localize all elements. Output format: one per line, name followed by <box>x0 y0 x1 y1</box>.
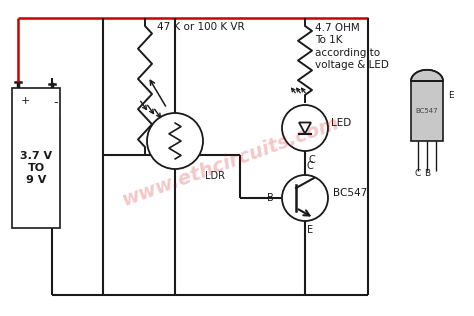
Text: B: B <box>266 193 273 203</box>
Bar <box>12 88 60 228</box>
Bar <box>411 81 443 141</box>
Text: 47 K or 100 K VR: 47 K or 100 K VR <box>157 22 245 32</box>
Text: www.ethcircuits.com: www.ethcircuits.com <box>118 113 341 209</box>
Text: B: B <box>424 169 430 178</box>
Circle shape <box>147 113 203 169</box>
Circle shape <box>282 105 328 151</box>
Text: 4.7 OHM
To 1K
according to
voltage & LED: 4.7 OHM To 1K according to voltage & LED <box>315 23 389 70</box>
Polygon shape <box>411 70 443 81</box>
Text: BC547: BC547 <box>416 108 438 114</box>
Text: LED: LED <box>331 118 351 128</box>
Text: -: - <box>53 96 57 109</box>
Text: C: C <box>307 161 314 171</box>
Text: C: C <box>309 155 316 165</box>
Circle shape <box>282 175 328 221</box>
Text: +: + <box>21 96 30 106</box>
Polygon shape <box>299 123 311 133</box>
Text: C: C <box>415 169 421 178</box>
Text: BC547: BC547 <box>333 188 367 198</box>
Text: 3.7 V
TO
9 V: 3.7 V TO 9 V <box>20 151 52 185</box>
Text: E: E <box>448 92 454 100</box>
Text: E: E <box>307 225 313 235</box>
Text: LDR: LDR <box>205 171 225 181</box>
